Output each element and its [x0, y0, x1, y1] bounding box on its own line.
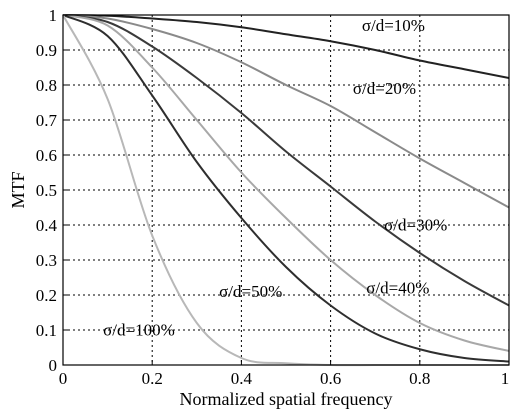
series-label: σ/d=100%	[103, 320, 175, 339]
x-tick-label: 0.8	[409, 369, 430, 388]
x-tick-label: 0.6	[320, 369, 341, 388]
series-label: σ/d=30%	[384, 215, 447, 234]
series-line-1	[62, 14, 510, 209]
y-tick-label: 0	[49, 356, 58, 375]
y-tick-label: 0.2	[36, 286, 57, 305]
y-tick-label: 0.8	[36, 76, 57, 95]
x-tick-label: 0.4	[231, 369, 253, 388]
series-label: σ/d=40%	[366, 278, 429, 297]
y-axis-title: MTF	[8, 171, 28, 208]
series-line-4	[62, 14, 510, 363]
y-tick-label: 0.1	[36, 321, 57, 340]
y-tick-label: 0.6	[36, 146, 57, 165]
axis-ticks: 0 0.2 0.4 0.6 0.8 1 0 0.1 0.2 0.3 0.4 0.5 0.6 0.7 0.8 0…	[36, 6, 510, 388]
x-tick-label: 1	[501, 369, 510, 388]
x-tick-label: 0	[59, 369, 68, 388]
grid	[63, 15, 509, 365]
x-axis-title: Normalized spatial frequency	[180, 389, 393, 409]
series-label: σ/d=20%	[353, 79, 416, 98]
x-tick-label: 0.2	[142, 369, 163, 388]
series-label: σ/d=10%	[362, 16, 425, 35]
y-tick-label: 1	[49, 6, 58, 25]
series-line-0	[62, 14, 510, 79]
y-tick-label: 0.9	[36, 41, 57, 60]
y-tick-label: 0.5	[36, 181, 57, 200]
series-labels: σ/d=10% σ/d=20% σ/d=30% σ/d=40% σ/d=50% σ/d=1…	[103, 16, 447, 340]
series-line-3	[62, 14, 510, 352]
y-tick-label: 0.3	[36, 251, 57, 270]
series-label: σ/d=50%	[219, 282, 282, 301]
y-tick-label: 0.7	[36, 111, 58, 130]
y-tick-label: 0.4	[36, 216, 58, 235]
series-line-2	[62, 14, 510, 307]
